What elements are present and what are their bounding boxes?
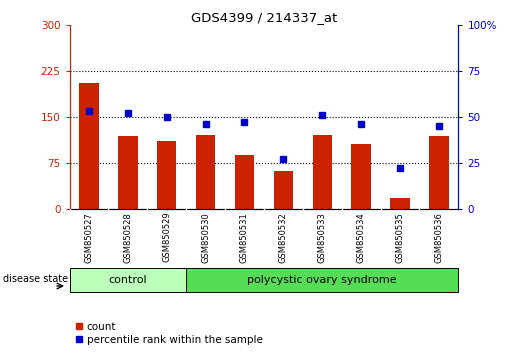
Bar xyxy=(351,144,371,209)
Bar xyxy=(429,136,449,209)
Bar xyxy=(196,135,215,209)
Text: GSM850532: GSM850532 xyxy=(279,212,288,263)
Bar xyxy=(70,268,186,292)
Text: GSM850533: GSM850533 xyxy=(318,212,327,263)
Bar xyxy=(79,83,99,209)
Text: GSM850531: GSM850531 xyxy=(240,212,249,263)
Text: GSM850529: GSM850529 xyxy=(162,212,171,262)
Title: GDS4399 / 214337_at: GDS4399 / 214337_at xyxy=(191,11,337,24)
Text: GSM850530: GSM850530 xyxy=(201,212,210,263)
Bar xyxy=(118,136,138,209)
Bar xyxy=(273,171,293,209)
Text: GSM850536: GSM850536 xyxy=(435,212,443,263)
Text: control: control xyxy=(109,275,147,285)
Bar xyxy=(313,135,332,209)
Bar xyxy=(186,268,458,292)
Text: disease state: disease state xyxy=(3,274,67,284)
Text: GSM850534: GSM850534 xyxy=(357,212,366,263)
Text: GSM850528: GSM850528 xyxy=(124,212,132,263)
Text: GSM850535: GSM850535 xyxy=(396,212,404,263)
Legend: count, percentile rank within the sample: count, percentile rank within the sample xyxy=(72,317,267,349)
Bar xyxy=(157,141,177,209)
Text: polycystic ovary syndrome: polycystic ovary syndrome xyxy=(247,275,397,285)
Bar xyxy=(390,198,410,209)
Bar xyxy=(235,155,254,209)
Text: GSM850527: GSM850527 xyxy=(84,212,93,263)
